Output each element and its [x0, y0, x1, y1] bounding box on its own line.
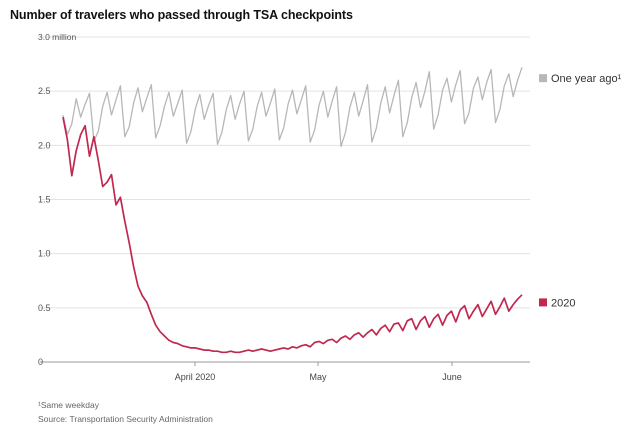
footnote: ¹Same weekday [38, 400, 99, 410]
series-line-2020 [62, 117, 523, 354]
y-tick-label: 0 [38, 357, 43, 367]
x-tick-label: May [309, 372, 327, 382]
legend-2020: 2020 [551, 297, 575, 309]
source-note: Source: Transportation Security Administ… [38, 414, 213, 424]
x-tick-label: April 2020 [175, 372, 216, 382]
y-tick-label: 1.0 [38, 249, 51, 259]
y-tick-label: 1.5 [38, 195, 51, 205]
y-tick-label: 0.5 [38, 303, 51, 313]
y-unit-label: 3.0 million [38, 32, 77, 42]
y-tick-label: 2.0 [38, 140, 51, 150]
x-tick-label: June [442, 372, 462, 382]
series-line-one-year-ago [62, 67, 523, 148]
legend-one-year-ago: One year ago¹ [551, 73, 622, 85]
chart-title: Number of travelers who passed through T… [10, 8, 353, 22]
legend-swatch [539, 74, 547, 83]
legend-swatch [539, 298, 547, 307]
y-tick-label: 2.5 [38, 86, 51, 96]
